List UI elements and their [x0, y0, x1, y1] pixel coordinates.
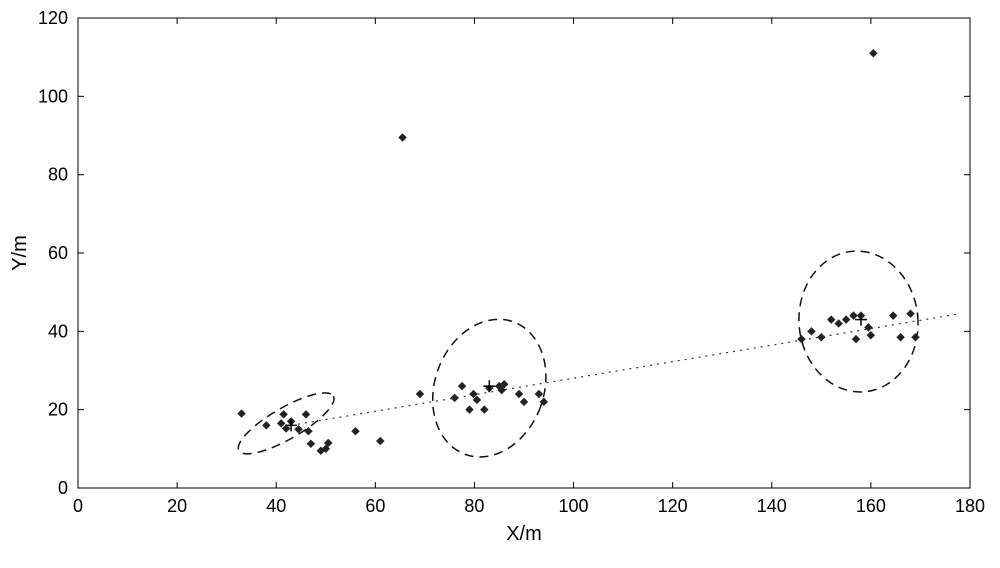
- svg-text:60: 60: [48, 243, 68, 263]
- svg-text:60: 60: [365, 496, 385, 516]
- trend-line: [291, 314, 960, 426]
- svg-text:40: 40: [266, 496, 286, 516]
- center-crosses: [285, 314, 867, 432]
- x-axis-ticks: 0 20 40 60 80 100 120 140 160 180: [73, 18, 985, 516]
- svg-text:80: 80: [464, 496, 484, 516]
- svg-text:160: 160: [856, 496, 886, 516]
- scatter-chart: 0 20 40 60 80 100 120 140 160 180 0 20 40 60 80 100 120…: [0, 0, 1000, 563]
- svg-text:80: 80: [48, 165, 68, 185]
- svg-text:120: 120: [658, 496, 688, 516]
- plot-border: [78, 18, 970, 488]
- svg-text:120: 120: [38, 8, 68, 28]
- svg-text:0: 0: [58, 478, 68, 498]
- svg-text:140: 140: [757, 496, 787, 516]
- svg-text:0: 0: [73, 496, 83, 516]
- scatter-points: [238, 49, 920, 455]
- cluster-ellipses: [231, 246, 924, 473]
- y-axis-ticks: 0 20 40 60 80 100 120: [38, 8, 970, 498]
- svg-text:180: 180: [955, 496, 985, 516]
- x-axis-label: X/m: [506, 523, 542, 545]
- svg-text:20: 20: [167, 496, 187, 516]
- y-axis-label: Y/m: [9, 235, 31, 271]
- svg-text:100: 100: [559, 496, 589, 516]
- svg-text:40: 40: [48, 321, 68, 341]
- svg-text:20: 20: [48, 400, 68, 420]
- chart-svg: 0 20 40 60 80 100 120 140 160 180 0 20 40 60 80 100 120…: [0, 0, 1000, 563]
- svg-text:100: 100: [38, 86, 68, 106]
